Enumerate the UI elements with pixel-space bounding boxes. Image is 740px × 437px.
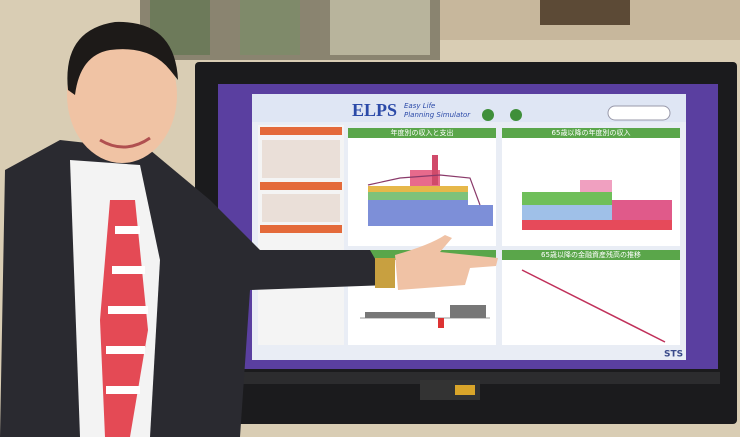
toy-car: [455, 385, 475, 395]
logo-subtitle: Easy Life: [404, 102, 435, 110]
indicator: [510, 109, 522, 121]
side-header: [260, 127, 342, 135]
indicator: [482, 109, 494, 121]
side-header: [260, 225, 342, 233]
logo-subtitle: Planning Simulator: [404, 111, 471, 119]
next-button: [608, 106, 670, 120]
side-form: [262, 194, 340, 222]
window-pane: [240, 0, 300, 55]
brand: STS: [664, 350, 683, 360]
logo: ELPS: [352, 100, 397, 120]
photo: ELPS Easy Life Planning Simulator 年度別の収入…: [0, 0, 740, 437]
panel-title: 年度別の収入と支出: [391, 128, 454, 137]
panel-title: 65歳以降の金融資産残高の推移: [541, 250, 641, 259]
window-pane: [330, 0, 430, 55]
watch: [375, 258, 395, 288]
side-header: [260, 182, 342, 190]
panel-title: 65歳以降の年度別の収入: [552, 128, 631, 137]
chart-panel: [502, 250, 680, 345]
plant: [540, 0, 630, 25]
side-form: [262, 140, 340, 178]
